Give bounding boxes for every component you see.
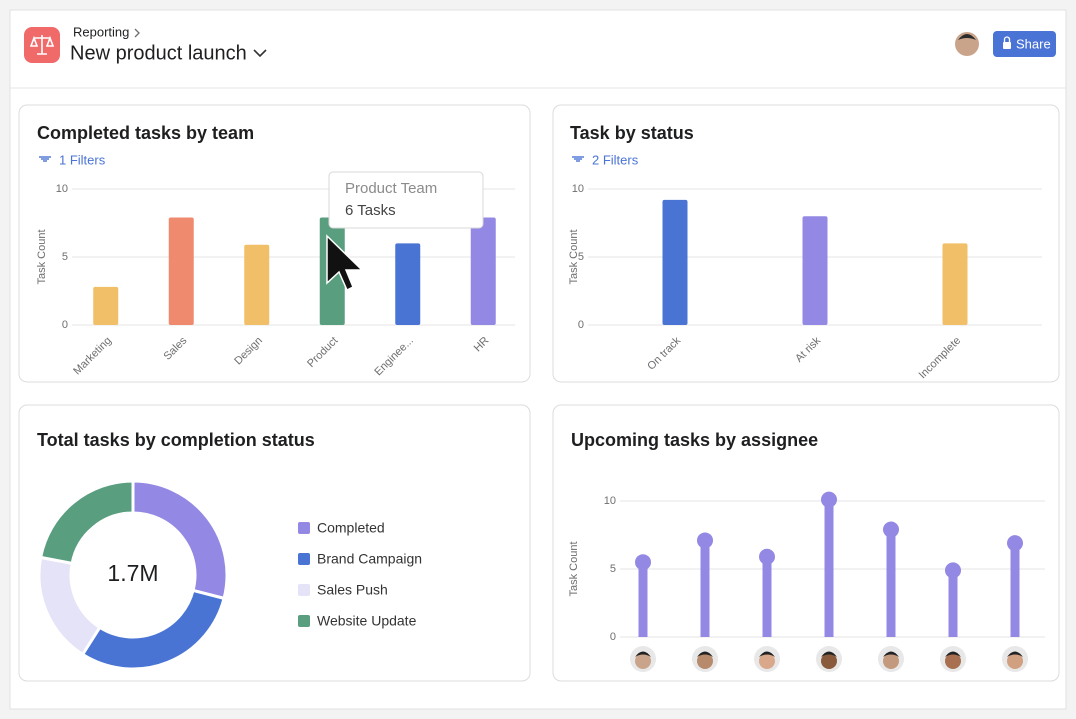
project-icon-glyph bbox=[29, 35, 55, 55]
bar[interactable] bbox=[244, 244, 270, 325]
y-axis-label: Task Count bbox=[568, 541, 580, 596]
bar[interactable] bbox=[395, 243, 421, 325]
lollipop-dot[interactable] bbox=[945, 562, 961, 579]
card-title: Upcoming tasks by assignee bbox=[571, 430, 818, 450]
y-tick-label: 0 bbox=[62, 319, 68, 331]
title-dropdown[interactable] bbox=[253, 49, 267, 58]
lollipop-stem[interactable] bbox=[886, 529, 896, 637]
assignee-face bbox=[821, 653, 837, 669]
bar[interactable] bbox=[470, 217, 496, 325]
lollipop-stem[interactable] bbox=[1010, 543, 1020, 637]
y-tick-label: 10 bbox=[604, 495, 616, 507]
filter-link[interactable]: 1 Filters bbox=[59, 152, 106, 167]
lollipop-dot[interactable] bbox=[1007, 535, 1023, 552]
share-label[interactable]: Share bbox=[1016, 36, 1051, 51]
lock-shackle bbox=[1003, 36, 1011, 42]
lollipop-stem[interactable] bbox=[700, 540, 710, 637]
card bbox=[552, 404, 1060, 682]
y-axis-label: Task Count bbox=[36, 229, 48, 284]
bar[interactable] bbox=[662, 199, 688, 325]
assignee-hair bbox=[883, 651, 899, 657]
lollipop-stem[interactable] bbox=[762, 556, 772, 637]
assignee-face bbox=[635, 653, 651, 669]
assignee-hair bbox=[759, 651, 775, 657]
center-label: 1.7M bbox=[107, 560, 158, 586]
legend-label: Sales Push bbox=[317, 582, 388, 598]
card-title: Completed tasks by team bbox=[37, 123, 254, 143]
legend-label: Completed bbox=[317, 520, 385, 536]
legend-swatch bbox=[298, 615, 310, 627]
lollipop-dot[interactable] bbox=[635, 554, 651, 571]
assignee-hair bbox=[821, 651, 837, 657]
lollipop-dot[interactable] bbox=[759, 548, 775, 565]
filter-link[interactable]: 2 Filters bbox=[592, 152, 639, 167]
assignee-hair bbox=[697, 651, 713, 657]
legend-label: Brand Campaign bbox=[317, 551, 422, 567]
lock-icon bbox=[1003, 42, 1011, 49]
y-tick-label: 0 bbox=[578, 319, 584, 331]
assignee-hair bbox=[1007, 651, 1023, 657]
tooltip-text: 6 Tasks bbox=[345, 202, 396, 219]
y-tick-label: 5 bbox=[62, 251, 68, 263]
y-tick-label: 0 bbox=[610, 631, 616, 643]
y-tick-label: 10 bbox=[56, 183, 68, 195]
tooltip-title: Product Team bbox=[345, 180, 437, 197]
cursor bbox=[326, 234, 364, 292]
bar[interactable] bbox=[802, 216, 828, 325]
lollipop-stem[interactable] bbox=[948, 570, 958, 637]
lollipop-stem[interactable] bbox=[638, 562, 648, 637]
card-title: Task by status bbox=[570, 123, 694, 143]
y-tick-label: 5 bbox=[578, 251, 584, 263]
breadcrumb-chevron bbox=[134, 28, 140, 38]
lollipop-dot[interactable] bbox=[883, 521, 899, 538]
breadcrumb[interactable]: Reporting bbox=[73, 24, 129, 39]
legend-swatch bbox=[298, 553, 310, 565]
y-axis-label: Task Count bbox=[568, 229, 580, 284]
assignee-face bbox=[945, 653, 961, 669]
assignee-hair bbox=[635, 651, 651, 657]
tooltip bbox=[328, 171, 484, 229]
donut-slice[interactable] bbox=[38, 479, 135, 566]
assignee-face bbox=[697, 653, 713, 669]
bar[interactable] bbox=[168, 217, 194, 325]
lollipop-dot[interactable] bbox=[697, 532, 713, 549]
charts: Completed tasks by team 1 Filters 0 5 10 Task… bbox=[36, 123, 1045, 672]
card bbox=[18, 104, 531, 383]
card-title: Total tasks by completion status bbox=[37, 430, 315, 450]
assignee-face bbox=[1007, 653, 1023, 669]
legend-label: Website Update bbox=[317, 613, 417, 629]
project-title: New product launch bbox=[70, 42, 247, 64]
y-tick-label: 5 bbox=[610, 563, 616, 575]
bar[interactable] bbox=[942, 243, 968, 325]
lollipop-stem[interactable] bbox=[824, 499, 834, 637]
user-avatar-hair bbox=[958, 34, 976, 40]
assignee-face bbox=[759, 653, 775, 669]
card bbox=[18, 404, 531, 682]
assignee-hair bbox=[945, 651, 961, 657]
bar[interactable] bbox=[93, 286, 119, 325]
legend-swatch bbox=[298, 522, 310, 534]
y-tick-label: 10 bbox=[572, 183, 584, 195]
lollipop-dot[interactable] bbox=[821, 491, 837, 508]
assignee-face bbox=[883, 653, 899, 669]
legend-swatch bbox=[298, 584, 310, 596]
